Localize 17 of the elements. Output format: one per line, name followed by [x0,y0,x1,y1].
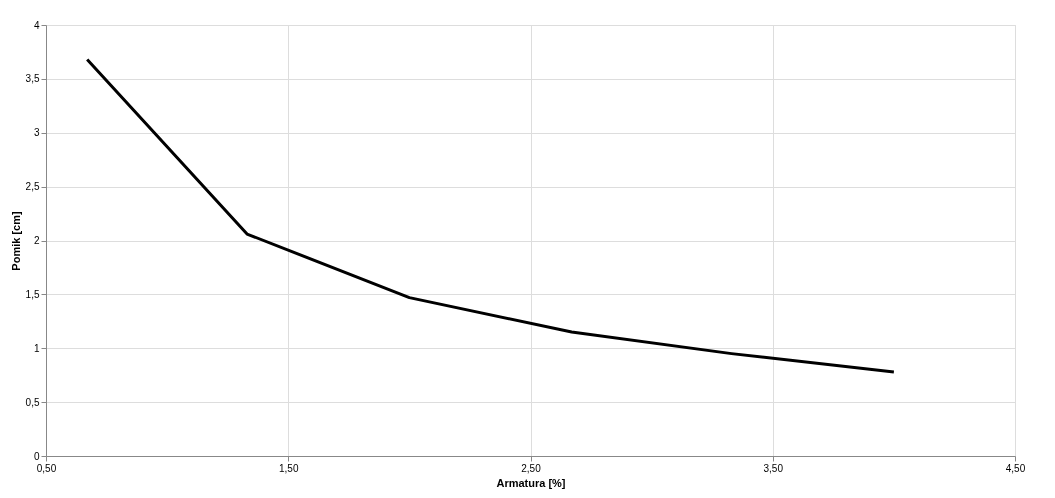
y-tick-label: 2,5 [25,181,40,193]
line-series [85,57,896,374]
y-tick-label: 4 [33,19,40,31]
y-tick-label: 1,5 [25,288,40,300]
y-tick-label: 3 [33,127,40,139]
y-tick-label: 1 [33,342,40,354]
x-tick-label: 1,50 [279,462,299,474]
x-tick-label: 4,50 [1005,462,1026,474]
y-tick-label: 0,5 [25,396,40,408]
x-tick-label: 2,50 [521,462,542,474]
y-tick-label: 2 [33,235,40,246]
y-tick-label: 0 [33,450,40,462]
y-axis-title: Pomik [cm] [9,211,22,271]
y-tick-label: 3,5 [25,73,40,85]
x-tick-label: 0,50 [36,462,57,474]
x-tick-label: 3,50 [763,462,784,474]
x-axis-title: Armatura [%] [496,476,566,489]
